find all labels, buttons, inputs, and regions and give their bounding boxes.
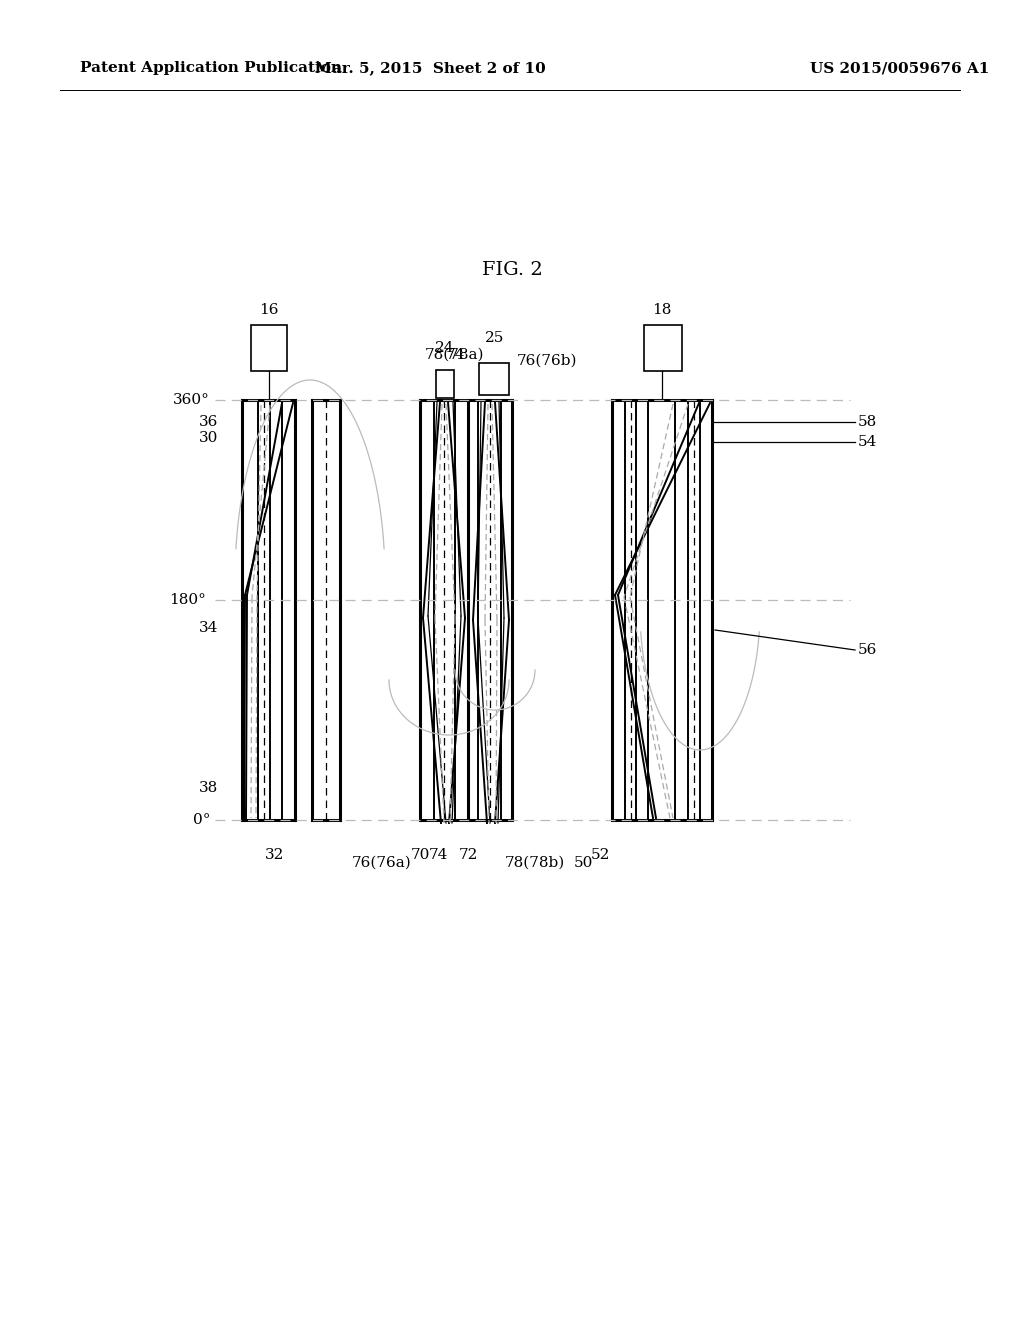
Text: 54: 54 bbox=[858, 436, 878, 449]
Text: 58: 58 bbox=[858, 414, 878, 429]
Text: US 2015/0059676 A1: US 2015/0059676 A1 bbox=[810, 61, 989, 75]
Text: 74: 74 bbox=[445, 348, 465, 362]
Text: Patent Application Publication: Patent Application Publication bbox=[80, 61, 342, 75]
Bar bbox=[644, 325, 682, 371]
Text: 360°: 360° bbox=[173, 393, 210, 407]
Text: 180°: 180° bbox=[169, 593, 206, 607]
Text: 78(78b): 78(78b) bbox=[505, 855, 565, 870]
Text: 76(76b): 76(76b) bbox=[517, 354, 578, 368]
Text: 24: 24 bbox=[435, 341, 455, 355]
Text: 30: 30 bbox=[199, 432, 218, 445]
Text: 34: 34 bbox=[199, 620, 218, 635]
Text: 56: 56 bbox=[858, 643, 878, 657]
Text: 25: 25 bbox=[485, 331, 505, 345]
Bar bbox=[479, 363, 509, 395]
Bar bbox=[436, 370, 454, 399]
Text: 50: 50 bbox=[573, 855, 593, 870]
Text: 74: 74 bbox=[428, 847, 447, 862]
Text: 78(78a): 78(78a) bbox=[425, 348, 484, 362]
Text: 36: 36 bbox=[199, 414, 218, 429]
Text: 70: 70 bbox=[411, 847, 430, 862]
Text: FIG. 2: FIG. 2 bbox=[481, 261, 543, 279]
Text: 72: 72 bbox=[459, 847, 477, 862]
Text: 32: 32 bbox=[265, 847, 285, 862]
Text: 38: 38 bbox=[199, 781, 218, 795]
Text: 18: 18 bbox=[652, 304, 672, 317]
Bar bbox=[251, 325, 287, 371]
Text: 76(76a): 76(76a) bbox=[352, 855, 412, 870]
Text: 0°: 0° bbox=[193, 813, 210, 828]
Text: 52: 52 bbox=[590, 847, 609, 862]
Text: 16: 16 bbox=[259, 304, 279, 317]
Text: Mar. 5, 2015  Sheet 2 of 10: Mar. 5, 2015 Sheet 2 of 10 bbox=[314, 61, 546, 75]
